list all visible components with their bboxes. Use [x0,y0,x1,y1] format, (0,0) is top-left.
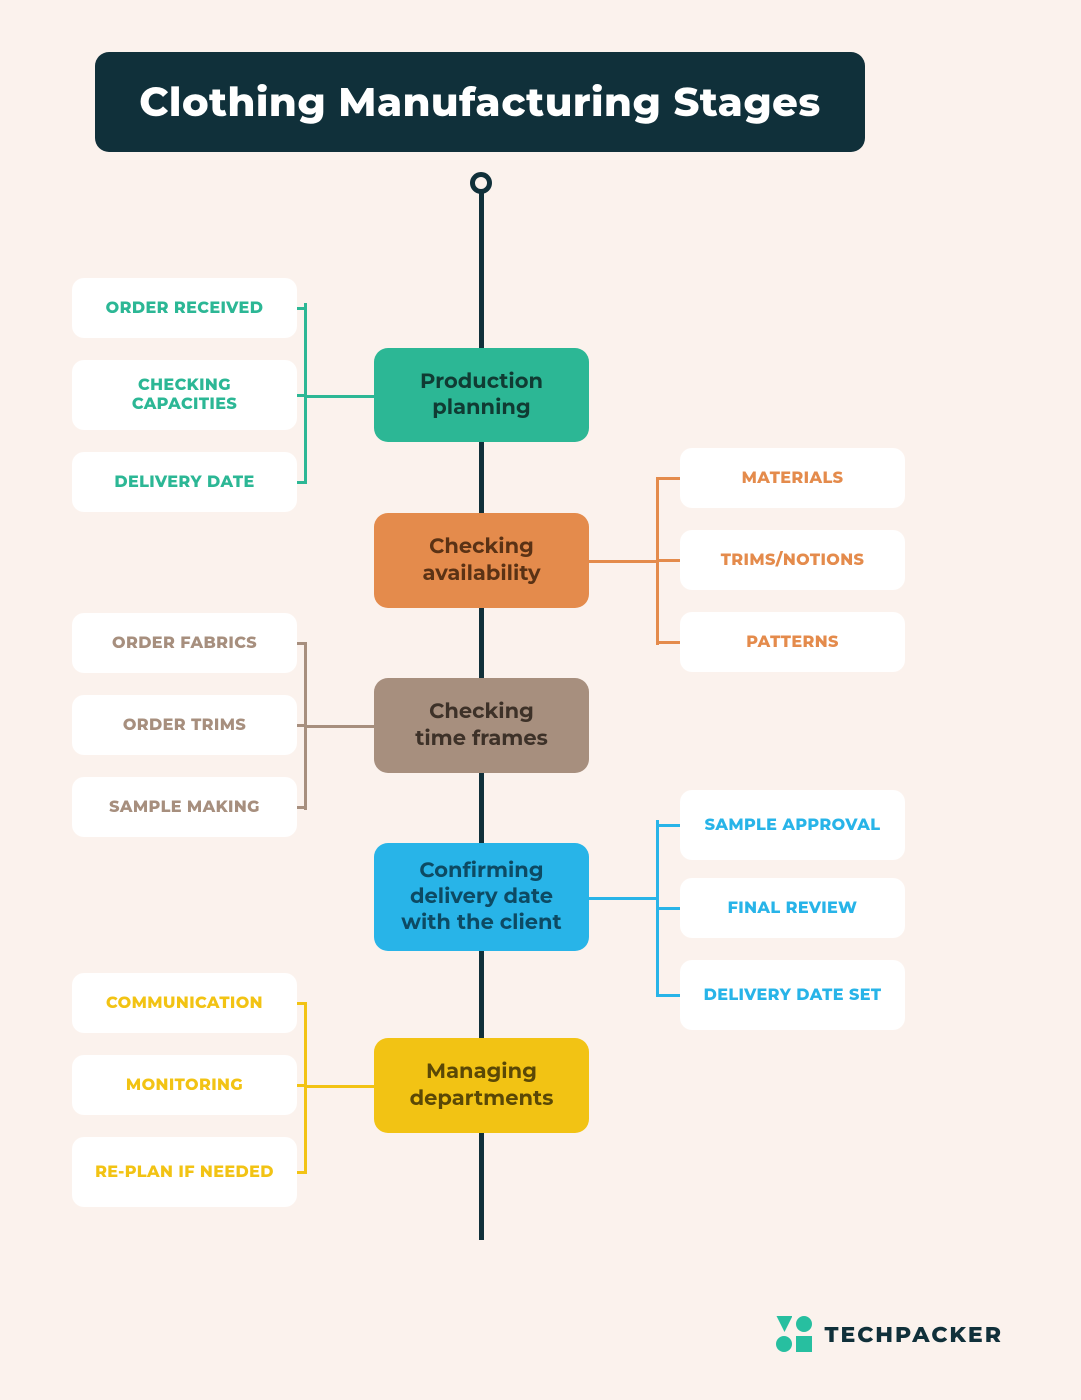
brand-logo: TECHPACKER [776,1316,1003,1352]
sub-checking-availability-2: PATTERNS [680,612,905,672]
stage-checking-time-frames: Checkingtime frames [374,678,589,773]
stage-production-planning: Productionplanning [374,348,589,442]
connector [656,641,680,644]
sub-checking-time-frames-1: ORDER TRIMS [72,695,297,755]
stage-confirming-delivery: Confirming delivery date with the client [374,843,589,951]
connector [297,481,307,484]
connector [304,725,374,728]
sub-production-planning-2: DELIVERY DATE [72,452,297,512]
brand-logo-text: TECHPACKER [824,1321,1003,1348]
brand-logo-mark [776,1316,812,1352]
connector [297,1171,307,1174]
sub-production-planning-0: ORDER RECEIVED [72,278,297,338]
connector [656,477,680,480]
connector [656,994,680,997]
connector [297,1002,307,1005]
sub-checking-availability-0: MATERIALS [680,448,905,508]
sub-checking-time-frames-0: ORDER FABRICS [72,613,297,673]
connector [656,907,680,910]
connector [304,395,374,398]
connector [589,897,659,900]
sub-managing-departments-2: RE-PLAN IF NEEDED [72,1137,297,1207]
connector [297,307,307,310]
sub-confirming-delivery-0: SAMPLE APPROVAL [680,790,905,860]
sub-checking-availability-1: TRIMS/NOTIONS [680,530,905,590]
connector [297,394,307,397]
connector [656,559,680,562]
sub-production-planning-1: CHECKING CAPACITIES [72,360,297,430]
connector [304,1003,307,1173]
title-bar: Clothing Manufacturing Stages [95,52,865,152]
flow-spine-cap [470,172,492,194]
sub-confirming-delivery-1: FINAL REVIEW [680,878,905,938]
connector [297,642,307,645]
sub-managing-departments-0: COMMUNICATION [72,973,297,1033]
connector [304,1085,374,1088]
stage-checking-availability: Checkingavailability [374,513,589,608]
connector [297,806,307,809]
connector [589,560,659,563]
connector [656,478,659,645]
sub-checking-time-frames-2: SAMPLE MAKING [72,777,297,837]
connector [304,643,307,810]
connector [656,824,680,827]
connector [297,1084,307,1087]
page-title: Clothing Manufacturing Stages [139,78,821,127]
sub-confirming-delivery-2: DELIVERY DATE SET [680,960,905,1030]
connector [297,724,307,727]
sub-managing-departments-1: MONITORING [72,1055,297,1115]
stage-managing-departments: Managingdepartments [374,1038,589,1133]
